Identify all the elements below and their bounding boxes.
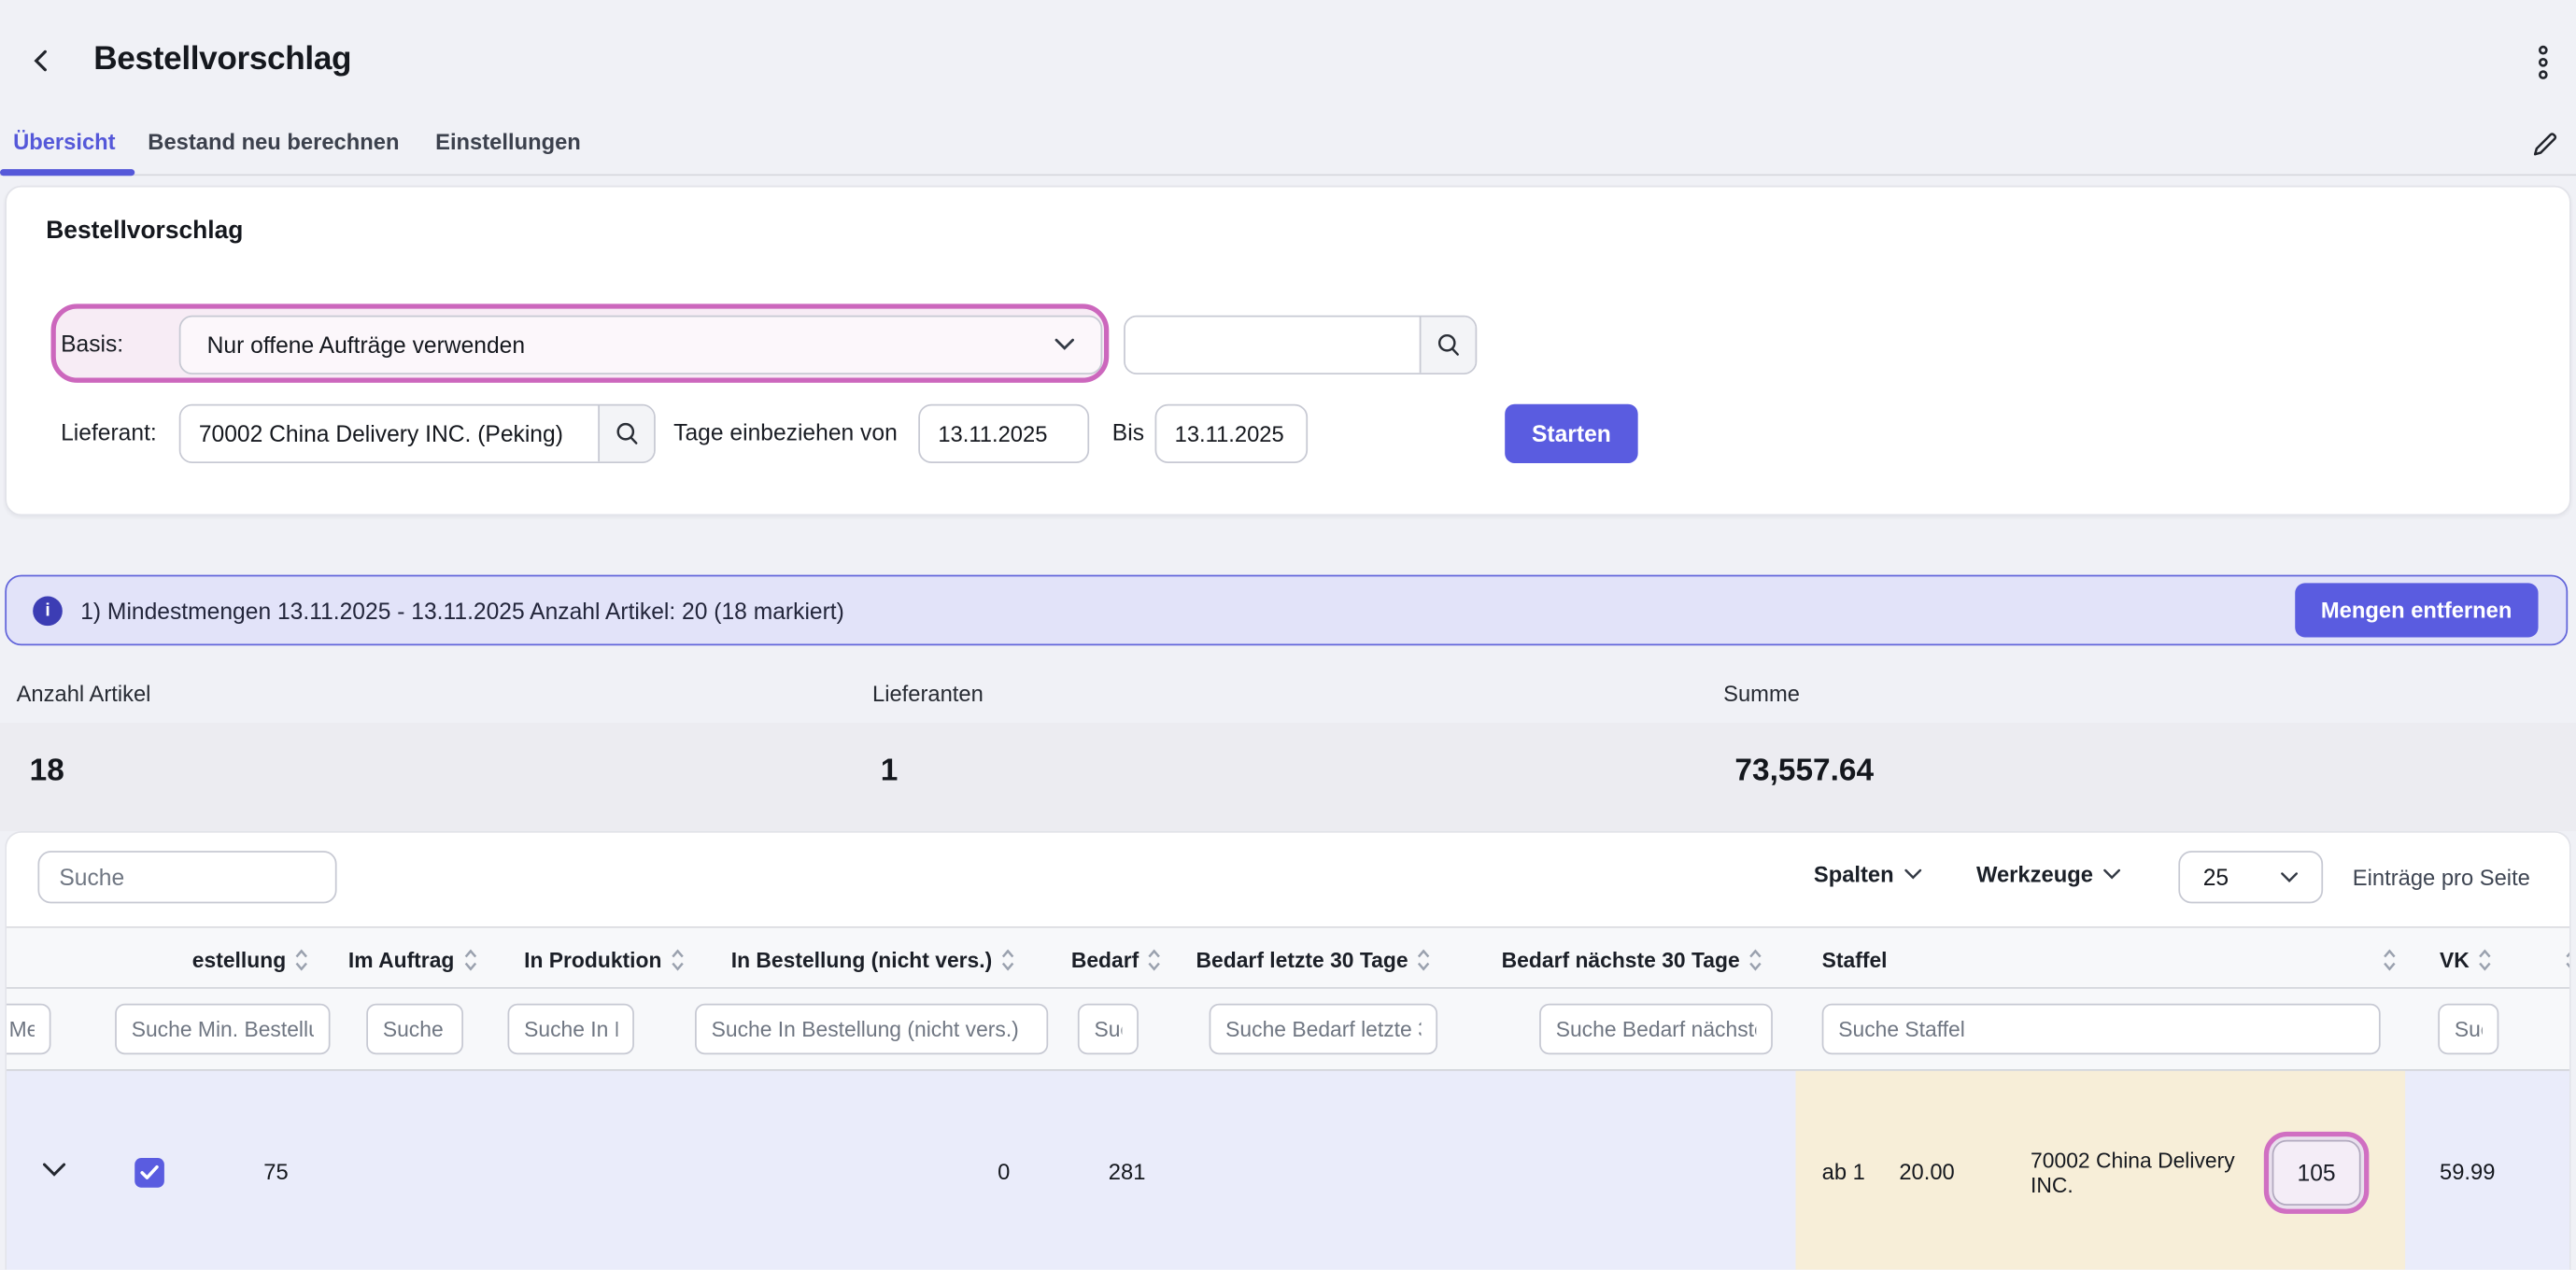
page-size-select[interactable]: 25 — [2178, 851, 2324, 904]
basis-label: Basis: — [61, 330, 124, 357]
werkzeuge-label: Werkzeuge — [1975, 862, 2093, 887]
chevron-down-icon — [2280, 871, 2298, 882]
werkzeuge-dropdown[interactable]: Werkzeuge — [1975, 862, 2121, 887]
col-header-in-produktion[interactable]: In Produktion — [524, 928, 685, 991]
filter-bedarf-input[interactable] — [1077, 1003, 1139, 1055]
col-header-bedarf[interactable]: Bedarf — [1071, 928, 1162, 991]
stat-value-anzahl-artikel: 18 — [29, 754, 64, 789]
col-header-staffel[interactable]: Staffel — [1821, 947, 1888, 972]
col-header-bedarf-naechste-30[interactable]: Bedarf nächste 30 Tage — [1502, 928, 1763, 991]
chevron-left-icon — [30, 48, 53, 74]
sort-icon — [671, 948, 684, 970]
tage-einbeziehen-label: Tage einbeziehen von — [673, 418, 898, 445]
info-icon: i — [33, 596, 63, 627]
page-title: Bestellvorschlag — [93, 40, 352, 78]
check-icon — [140, 1164, 160, 1181]
filter-vk-input[interactable] — [2438, 1003, 2499, 1055]
stat-label-lieferanten: Lieferanten — [871, 681, 984, 707]
lieferant-label: Lieferant: — [61, 418, 157, 445]
sort-icon — [295, 948, 308, 970]
tab-einstellungen[interactable]: Einstellungen — [435, 129, 581, 155]
table-row: 75 0 281 ab 1 20.00 70002 China Delivery… — [7, 1070, 2569, 1270]
table-header-row: estellung Im Auftrag In Produktion In Be… — [7, 926, 2569, 989]
cell-staffel-ab: ab 1 — [1821, 1159, 1865, 1185]
bestellmenge-highlight-ring: 105 — [2263, 1131, 2370, 1214]
tab-divider — [0, 174, 2576, 176]
sort-icon — [1749, 948, 1762, 970]
table-filter-row — [7, 988, 2569, 1071]
cell-min-bestellung: 75 — [263, 1159, 289, 1185]
cell-in-bestellung-nicht-vers: 0 — [998, 1159, 1011, 1185]
cell-vk: 59.99 — [2440, 1159, 2496, 1185]
sort-icon-clipped[interactable] — [2565, 928, 2569, 991]
sort-icon — [463, 948, 476, 970]
filter-min-bestellung-input[interactable] — [115, 1003, 331, 1055]
stat-value-lieferanten: 1 — [880, 754, 899, 789]
chevron-down-icon — [2102, 868, 2121, 880]
sort-icon — [1001, 948, 1014, 970]
mengen-entfernen-button[interactable]: Mengen entfernen — [2294, 583, 2539, 638]
form-heading: Bestellvorschlag — [46, 217, 244, 246]
bestellvorschlag-form-card: Bestellvorschlag Basis: Nur offene Auftr… — [5, 185, 2571, 516]
spalten-dropdown[interactable]: Spalten — [1813, 862, 1922, 887]
back-button[interactable] — [23, 43, 60, 79]
filter-bedarf-letzte-30-input[interactable] — [1209, 1003, 1438, 1055]
info-banner: i 1) Mindestmengen 13.11.2025 - 13.11.20… — [5, 574, 2569, 646]
spalten-label: Spalten — [1813, 862, 1894, 887]
col-header-im-auftrag[interactable]: Im Auftrag — [348, 928, 477, 991]
lieferant-input[interactable] — [180, 405, 599, 462]
active-tab-underline — [0, 169, 135, 176]
col-header-in-bestellung[interactable]: In Bestellung (nicht vers.) — [731, 928, 1015, 991]
lieferant-group — [178, 403, 656, 464]
bis-date-input[interactable]: 13.11.2025 — [1154, 403, 1309, 464]
stat-label-anzahl-artikel: Anzahl Artikel — [16, 681, 151, 707]
filter-in-produktion-input[interactable] — [507, 1003, 634, 1055]
quick-search-group — [1124, 315, 1478, 375]
results-table-card: Spalten Werkzeuge 25 Einträge pro Seite … — [5, 831, 2571, 1270]
starten-button[interactable]: Starten — [1505, 403, 1638, 464]
quick-search-button[interactable] — [1419, 317, 1476, 374]
edit-pencil-icon[interactable] — [2530, 128, 2563, 161]
filter-menge-input[interactable] — [7, 1003, 51, 1055]
search-icon — [1435, 332, 1461, 358]
entries-per-page-label: Einträge pro Seite — [2352, 865, 2530, 891]
basis-select-value: Nur offene Aufträge verwenden — [206, 332, 526, 359]
basis-select[interactable]: Nur offene Aufträge verwenden — [178, 315, 1103, 375]
sort-icon — [2479, 948, 2491, 970]
stats-value-band — [0, 722, 2576, 832]
tab-uebersicht[interactable]: Übersicht — [13, 129, 116, 155]
col-header-min-bestellung[interactable]: estellung — [192, 928, 309, 991]
page-size-value: 25 — [2202, 864, 2229, 891]
filter-im-auftrag-input[interactable] — [366, 1003, 464, 1055]
cell-staffel-preis: 20.00 — [1899, 1159, 1955, 1185]
sort-icon — [1148, 948, 1161, 970]
table-search-input[interactable] — [37, 851, 337, 904]
col-header-bedarf-letzte-30[interactable]: Bedarf letzte 30 Tage — [1196, 928, 1432, 991]
row-checkbox[interactable] — [134, 1158, 164, 1188]
stat-label-summe: Summe — [1723, 681, 1800, 707]
filter-bedarf-naechste-30-input[interactable] — [1539, 1003, 1773, 1055]
filter-staffel-input[interactable] — [1821, 1003, 2381, 1055]
bis-label: Bis — [1111, 418, 1145, 445]
von-date-input[interactable]: 13.11.2025 — [918, 403, 1090, 464]
chevron-down-icon — [1904, 868, 1921, 880]
filter-in-bestellung-input[interactable] — [695, 1003, 1049, 1055]
lieferant-search-button[interactable] — [598, 405, 655, 462]
row-expand-chevron-icon[interactable] — [42, 1163, 66, 1178]
quick-search-input[interactable] — [1125, 317, 1420, 374]
banner-text: 1) Mindestmengen 13.11.2025 - 13.11.2025… — [80, 598, 844, 625]
kebab-menu-icon[interactable] — [2526, 45, 2559, 79]
stat-value-summe: 73,557.64 — [1734, 754, 1875, 789]
tab-bestand-neu-berechnen[interactable]: Bestand neu berechnen — [148, 129, 400, 155]
cell-bedarf: 281 — [1108, 1159, 1146, 1185]
cell-staffel-lieferant: 70002 China Delivery INC. — [2031, 1148, 2235, 1198]
col-header-vk[interactable]: VK — [2440, 928, 2492, 991]
sort-icon-staffel[interactable] — [2382, 928, 2397, 991]
bestellmenge-input[interactable]: 105 — [2272, 1139, 2361, 1206]
chevron-down-icon — [1054, 338, 1074, 351]
sort-icon — [1418, 948, 1430, 970]
search-icon — [614, 420, 640, 446]
